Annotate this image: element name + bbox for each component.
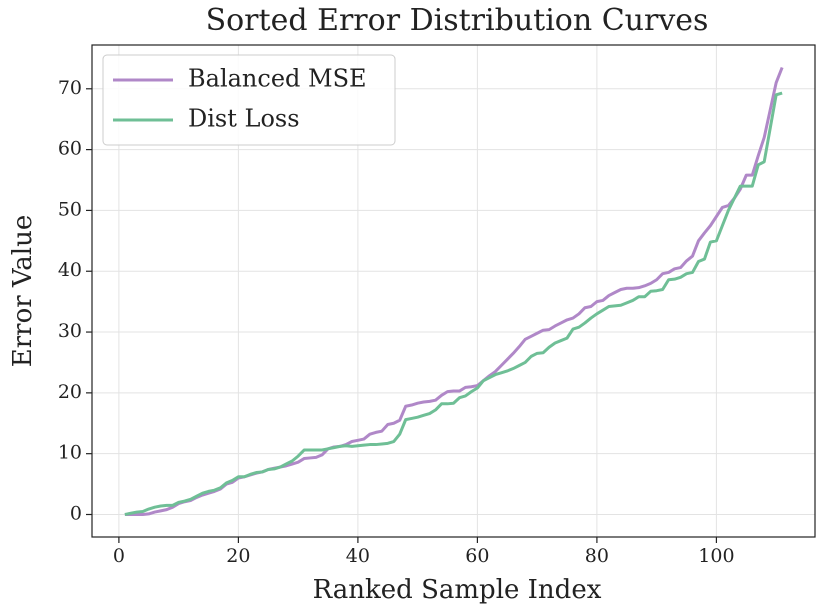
- x-tick-label: 100: [698, 545, 734, 567]
- chart-title: Sorted Error Distribution Curves: [206, 3, 709, 38]
- x-tick-label: 40: [346, 545, 370, 567]
- x-tick-label: 0: [113, 545, 125, 567]
- legend-label: Dist Loss: [188, 105, 300, 133]
- x-tick-label: 80: [585, 545, 609, 567]
- x-tick-label: 20: [226, 545, 250, 567]
- y-tick-label: 70: [58, 77, 82, 99]
- plot-frame: [91, 44, 816, 538]
- y-tick-label: 60: [58, 138, 82, 160]
- y-tick-label: 10: [58, 442, 82, 464]
- x-tick-label: 60: [465, 545, 489, 567]
- y-tick-label: 30: [58, 320, 82, 342]
- y-tick-label: 20: [58, 381, 82, 403]
- y-tick-label: 50: [58, 198, 82, 220]
- line-series: [124, 91, 783, 516]
- y-tick-label: 40: [58, 259, 82, 281]
- y-tick-label: 0: [70, 502, 82, 524]
- y-axis-label: Error Value: [8, 215, 38, 368]
- legend-label: Balanced MSE: [188, 65, 367, 93]
- x-axis-label: Ranked Sample Index: [313, 575, 602, 605]
- legend-box: [102, 54, 396, 146]
